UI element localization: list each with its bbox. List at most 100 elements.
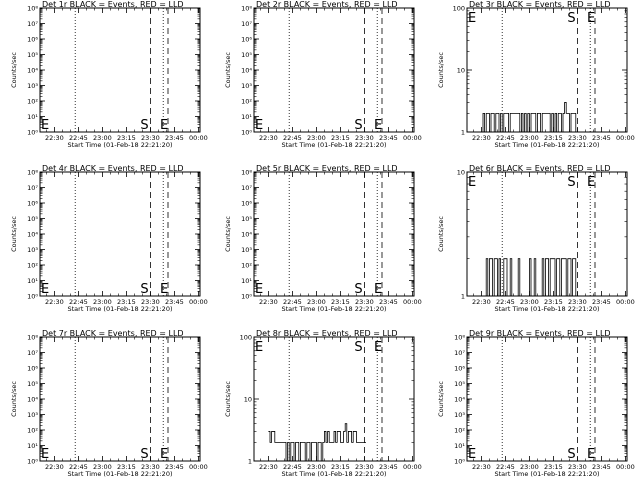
start-marker-label: S — [567, 175, 575, 190]
y-tick-label: 10⁵ — [27, 215, 38, 223]
x-tick-label: 23:30 — [568, 463, 587, 471]
y-tick-label: 10⁵ — [27, 380, 38, 388]
y-tick-label: 10⁰ — [241, 129, 252, 137]
y-tick-label: 10⁰ — [27, 458, 38, 466]
x-tick-label: 23:30 — [355, 463, 374, 471]
plot-frame — [253, 7, 415, 133]
y-tick-label: 10⁸ — [27, 5, 38, 13]
x-tick-label: 00:00 — [403, 298, 422, 306]
y-axis-label: Counts/sec — [437, 381, 445, 417]
x-axis-label: Start Time (01-Feb-18 22:21:20) — [68, 470, 173, 478]
x-tick-label: 00:00 — [403, 134, 422, 142]
panel-det-5: Det 5r BLACK = Events, RED = LLD 10⁰ 10¹ 10… — [224, 164, 422, 313]
y-tick-label: 10¹ — [27, 277, 38, 285]
start-marker-label: S — [354, 282, 362, 297]
y-tick-label: 10⁴ — [27, 396, 38, 404]
left-edge-marker-label: E — [41, 282, 49, 297]
x-tick-label: 23:30 — [141, 298, 160, 306]
x-tick-label: 23:45 — [592, 463, 611, 471]
y-tick-label: 10² — [241, 262, 252, 270]
x-tick-label: 23:15 — [331, 463, 350, 471]
panel-det-9: Det 9r BLACK = Events, RED = LLD 10⁰ 10¹ 10… — [437, 329, 635, 478]
x-tick-label: 23:15 — [331, 134, 350, 142]
y-tick-label: 10⁴ — [241, 67, 252, 75]
y-tick-label: 10³ — [27, 411, 38, 419]
start-marker-label: S — [354, 118, 362, 133]
x-tick-label: 23:15 — [544, 298, 563, 306]
y-tick-label: 10⁷ — [241, 184, 252, 192]
y-axis-label: Counts/sec — [10, 52, 18, 88]
x-axis-label: Start Time (01-Feb-18 22:21:20) — [282, 305, 387, 313]
y-tick-label: 10¹ — [27, 113, 38, 121]
x-tick-label: 22:30 — [45, 134, 64, 142]
start-marker-label: S — [567, 447, 575, 462]
x-tick-label: 22:30 — [45, 463, 64, 471]
x-tick-label: 23:30 — [355, 134, 374, 142]
y-tick-label: 10³ — [454, 411, 465, 419]
x-axis-label: Start Time (01-Feb-18 22:21:20) — [68, 305, 173, 313]
panel-title: Det 8r BLACK = Events, RED = LLD — [256, 329, 398, 338]
x-tick-label: 23:15 — [117, 298, 136, 306]
panel-title: Det 7r BLACK = Events, RED = LLD — [42, 329, 184, 338]
y-tick-label: 10⁴ — [27, 231, 38, 239]
x-tick-label: 23:15 — [544, 134, 563, 142]
x-tick-label: 00:00 — [403, 463, 422, 471]
panel-title: Det 3r BLACK = Events, RED = LLD — [469, 0, 611, 9]
end-marker-label: E — [374, 282, 382, 297]
end-marker-label: E — [587, 11, 595, 26]
panel-det-8: Det 8r BLACK = Events, RED = LLD 1 10 100 22… — [224, 329, 422, 478]
x-tick-label: 22:45 — [69, 298, 88, 306]
x-tick-label: 22:30 — [45, 298, 64, 306]
panel-title: Det 6r BLACK = Events, RED = LLD — [469, 164, 611, 173]
y-tick-label: 10³ — [27, 246, 38, 254]
y-tick-label: 10⁴ — [241, 231, 252, 239]
left-edge-marker-label: E — [468, 447, 476, 462]
x-tick-label: 23:00 — [93, 134, 112, 142]
plot-frame — [466, 336, 628, 462]
x-tick-label: 22:45 — [283, 463, 302, 471]
x-tick-label: 23:00 — [307, 134, 326, 142]
y-axis-label: Counts/sec — [10, 381, 18, 417]
y-tick-label: 10 — [457, 169, 465, 177]
y-tick-label: 10⁴ — [454, 396, 465, 404]
left-edge-marker-label: E — [255, 118, 263, 133]
plot-frame — [39, 336, 201, 462]
x-tick-label: 23:45 — [379, 463, 398, 471]
x-axis-label: Start Time (01-Feb-18 22:21:20) — [68, 141, 173, 149]
x-tick-label: 23:15 — [117, 463, 136, 471]
x-tick-label: 22:30 — [472, 134, 491, 142]
x-tick-label: 22:30 — [472, 463, 491, 471]
y-tick-label: 10³ — [241, 82, 252, 90]
x-tick-label: 23:45 — [165, 298, 184, 306]
y-tick-label: 1 — [248, 458, 252, 466]
end-marker-label: E — [160, 118, 168, 133]
end-marker-label: E — [160, 282, 168, 297]
y-tick-label: 10² — [454, 427, 465, 435]
x-tick-label: 23:30 — [568, 134, 587, 142]
y-tick-label: 10⁰ — [27, 293, 38, 301]
y-tick-label: 10⁸ — [241, 5, 252, 13]
left-edge-marker-label: E — [255, 282, 263, 297]
panel-title: Det 9r BLACK = Events, RED = LLD — [469, 329, 611, 338]
x-tick-label: 00:00 — [189, 463, 208, 471]
x-tick-label: 00:00 — [189, 298, 208, 306]
y-tick-label: 10⁷ — [27, 184, 38, 192]
start-marker-label: S — [140, 447, 148, 462]
y-tick-label: 100 — [240, 334, 252, 342]
x-tick-label: 22:30 — [472, 298, 491, 306]
x-tick-label: 22:45 — [69, 463, 88, 471]
y-tick-label: 1 — [461, 293, 465, 301]
x-tick-label: 23:45 — [592, 298, 611, 306]
y-tick-label: 10² — [27, 98, 38, 106]
x-tick-label: 00:00 — [616, 134, 635, 142]
x-axis-label: Start Time (01-Feb-18 22:21:20) — [495, 141, 600, 149]
x-tick-label: 22:45 — [496, 463, 515, 471]
y-tick-label: 10² — [27, 427, 38, 435]
panel-det-4: Det 4r BLACK = Events, RED = LLD 10⁰ 10¹ 10… — [10, 164, 208, 313]
left-edge-marker-label: E — [468, 11, 476, 26]
x-tick-label: 23:30 — [568, 298, 587, 306]
panel-title: Det 1r BLACK = Events, RED = LLD — [42, 0, 184, 9]
end-marker-label: E — [587, 175, 595, 190]
y-tick-label: 10³ — [27, 82, 38, 90]
panel-det-6: Det 6r BLACK = Events, RED = LLD 1 10 22:30… — [437, 164, 635, 313]
